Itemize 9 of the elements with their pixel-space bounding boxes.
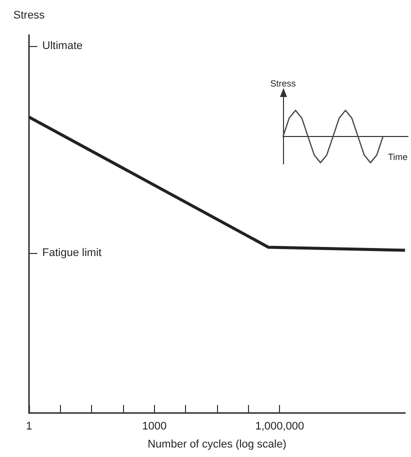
- x-axis-title: Number of cycles (log scale): [148, 438, 286, 450]
- text: 1: [26, 420, 32, 432]
- y-axis-title: Stress: [270, 78, 296, 88]
- ref-line-label: Ultimate: [42, 40, 83, 52]
- ref-line-label: Fatigue limit: [42, 247, 102, 260]
- y-axis-title: Stress: [13, 10, 46, 22]
- x-axis-title: Time: [388, 152, 408, 162]
- x-tick-label: 1000: [142, 420, 167, 432]
- x-tick-label: 1,000,000: [255, 420, 304, 432]
